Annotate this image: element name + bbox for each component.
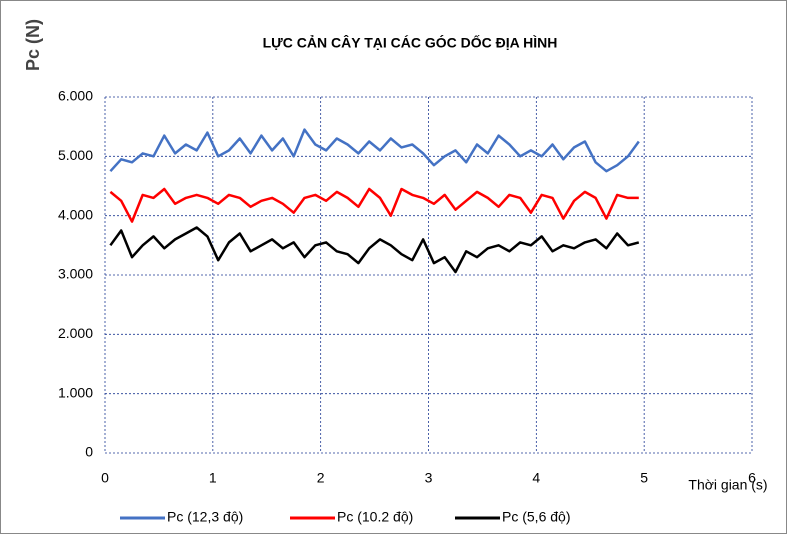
y-tick-label: 5.000 (58, 147, 93, 163)
x-tick-label: 0 (101, 470, 109, 486)
x-axis-label: Thời gian (s) (688, 477, 767, 493)
y-tick-label: 4.000 (58, 206, 93, 222)
y-tick-label: 6.000 (58, 88, 93, 104)
series-line (109, 128, 640, 173)
x-tick-label: 4 (532, 470, 540, 486)
y-tick-label: 0 (85, 444, 93, 460)
x-tick-label: 3 (425, 470, 433, 486)
chart-title: LỰC CẢN CÂY TẠI CÁC GÓC DỐC ĐỊA HÌNH (263, 34, 558, 51)
series-line (109, 226, 640, 274)
y-tick-label: 1.000 (58, 384, 93, 400)
y-tick-label: 2.000 (58, 325, 93, 341)
legend-label: Pc (10.2 độ) (337, 509, 413, 525)
y-axis-label: Pc (N) (23, 19, 43, 71)
x-tick-label: 2 (317, 470, 325, 486)
legend-label: Pc (12,3 độ) (167, 509, 243, 525)
series-line (109, 187, 639, 223)
x-tick-label: 1 (209, 470, 217, 486)
x-tick-label: 6 (748, 470, 756, 486)
x-tick-label: 5 (640, 470, 648, 486)
legend-label: Pc (5,6 độ) (502, 509, 570, 525)
y-tick-label: 3.000 (58, 266, 93, 282)
